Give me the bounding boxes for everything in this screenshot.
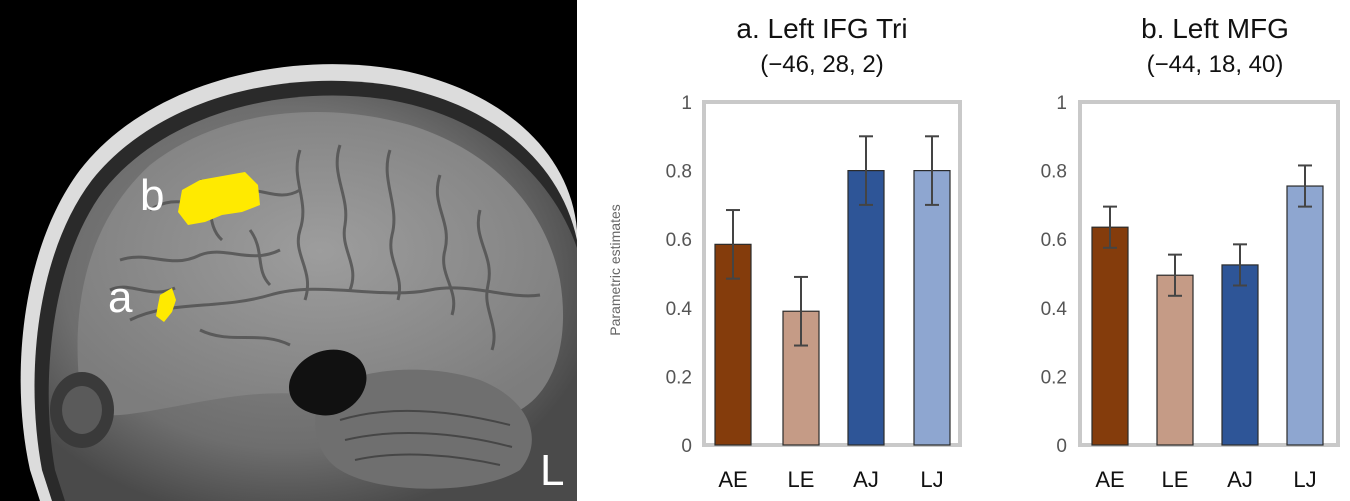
chart-b-ytick: 1 <box>1056 93 1067 114</box>
bar-charts: a. Left IFG Tri (−46, 28, 2) Parametric … <box>607 13 1340 492</box>
chart-a-xtick-AE: AE <box>718 467 747 492</box>
chart-b-bar-AE <box>1091 226 1129 446</box>
chart-a-ytick: 0.2 <box>666 367 692 388</box>
chart-b-ytick: 0.4 <box>1041 299 1068 320</box>
chart-b-bar-AJ <box>1221 264 1259 446</box>
chart-a-xtick-LJ: LJ <box>920 467 943 492</box>
chart-b-errorbar-AE <box>1103 205 1117 249</box>
chart-a-ytick: 0.6 <box>666 230 692 251</box>
chart-b-frame <box>1078 100 1340 447</box>
chart-a-xtick-LE: LE <box>788 467 815 492</box>
chart-a-ytick: 1 <box>681 93 692 114</box>
chart-b-ytick: 0 <box>1056 436 1067 457</box>
chart-a-errorbar-AJ <box>859 135 873 206</box>
region-label-b: b <box>140 171 164 220</box>
chart-left-mfg: b. Left MFG (−44, 18, 40) 0 0.2 0.4 0.6 0.8 1… <box>1041 13 1340 492</box>
chart-b-errorbar-AJ <box>1233 243 1247 287</box>
chart-a-ylabel: Parametric estimates <box>607 204 623 335</box>
chart-b-errorbar-LE <box>1168 253 1182 297</box>
chart-b-ytick: 0.2 <box>1041 367 1067 388</box>
chart-a-errorbar-LE <box>794 275 808 347</box>
chart-a-errorbar-LJ <box>925 135 939 206</box>
chart-a-bar-AJ <box>847 170 885 446</box>
chart-b-errorbar-LJ <box>1298 164 1312 208</box>
chart-b-xtick-AE: AE <box>1095 467 1124 492</box>
chart-b-bar-LJ <box>1286 185 1324 446</box>
chart-b-xtick-AJ: AJ <box>1227 467 1253 492</box>
chart-b-ytick: 0.6 <box>1041 230 1067 251</box>
chart-b-bar-LE <box>1156 274 1194 446</box>
chart-a-errorbar-AE <box>726 209 740 280</box>
activation-cluster-b <box>178 172 260 225</box>
chart-a-title: a. Left IFG Tri <box>736 13 907 44</box>
chart-b-xtick-LJ: LJ <box>1293 467 1316 492</box>
chart-b-subtitle: (−44, 18, 40) <box>1147 51 1284 78</box>
chart-b-ytick: 0.8 <box>1041 162 1067 183</box>
chart-a-xtick-AJ: AJ <box>853 467 879 492</box>
chart-a-ytick: 0.4 <box>666 299 693 320</box>
chart-a-frame <box>702 100 962 447</box>
chart-b-xtick-LE: LE <box>1162 467 1189 492</box>
chart-a-ytick: 0.8 <box>666 162 692 183</box>
brain-mri-sagittal: b a L <box>0 0 577 501</box>
chart-a-ytick: 0 <box>681 436 692 457</box>
chart-a-subtitle: (−46, 28, 2) <box>760 51 883 78</box>
region-label-a: a <box>108 273 133 322</box>
hemisphere-label: L <box>540 446 564 495</box>
chart-b-title: b. Left MFG <box>1141 13 1289 44</box>
chart-a-bar-LJ <box>913 170 951 446</box>
activation-cluster-a <box>156 288 176 322</box>
chart-left-ifg-tri: a. Left IFG Tri (−46, 28, 2) Parametric … <box>607 13 962 492</box>
